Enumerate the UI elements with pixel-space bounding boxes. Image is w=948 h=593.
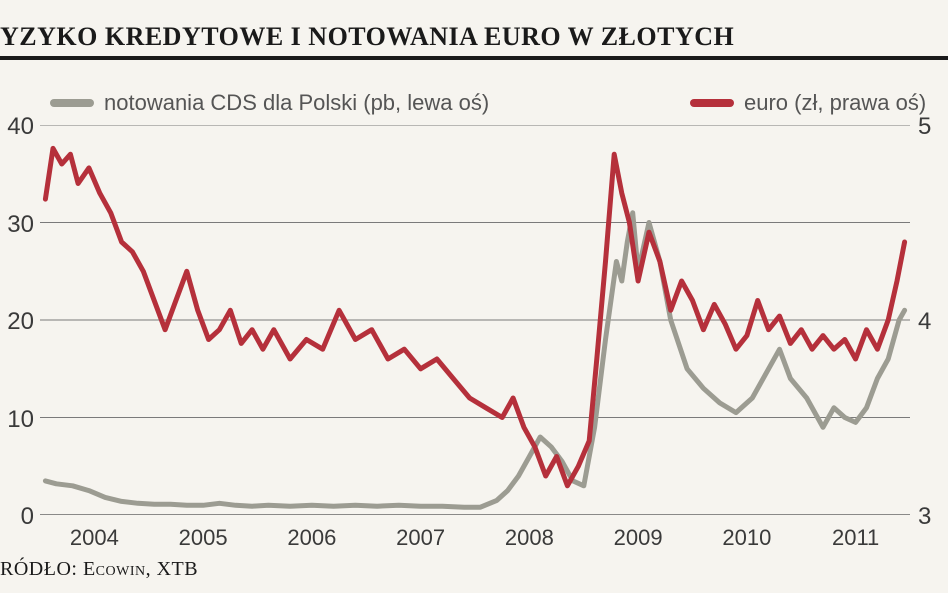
y-right-tick: 4 xyxy=(918,308,931,336)
x-tick: 2011 xyxy=(816,525,896,551)
plot-area xyxy=(40,125,910,515)
y-right-tick: 5 xyxy=(918,113,931,141)
chart-source: RÓDŁO: Ecowin, XTB xyxy=(0,558,198,581)
chart-title: YZYKO KREDYTOWE I NOTOWANIA EURO W ZŁOTY… xyxy=(0,22,734,52)
y-left-tick: 20 xyxy=(0,308,34,336)
x-tick: 2004 xyxy=(54,525,134,551)
y-left-tick: 10 xyxy=(0,406,34,434)
x-tick: 2007 xyxy=(381,525,461,551)
title-underline xyxy=(0,56,948,60)
x-tick: 2008 xyxy=(489,525,569,551)
x-tick: 2005 xyxy=(163,525,243,551)
legend-label-cds: notowania CDS dla Polski (pb, lewa oś) xyxy=(104,90,489,116)
y-left-tick: 30 xyxy=(0,211,34,239)
legend-right: euro (zł, prawa oś) xyxy=(690,90,926,116)
x-tick: 2006 xyxy=(272,525,352,551)
legend-left: notowania CDS dla Polski (pb, lewa oś) xyxy=(50,90,489,116)
legend-label-euro: euro (zł, prawa oś) xyxy=(744,90,926,116)
x-tick: 2010 xyxy=(707,525,787,551)
y-left-tick: 40 xyxy=(0,113,34,141)
chart-root: YZYKO KREDYTOWE I NOTOWANIA EURO W ZŁOTY… xyxy=(0,0,948,593)
y-left-tick: 0 xyxy=(0,503,34,531)
legend-swatch-euro xyxy=(690,99,734,107)
plot-svg xyxy=(40,125,910,515)
legend-swatch-cds xyxy=(50,99,94,107)
x-tick: 2009 xyxy=(598,525,678,551)
y-right-tick: 3 xyxy=(918,503,931,531)
